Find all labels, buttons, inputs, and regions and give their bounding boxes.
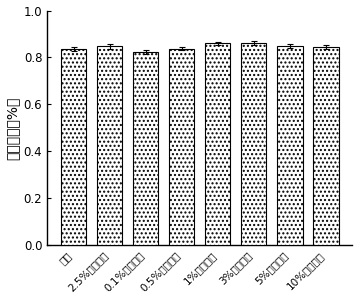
Bar [169, 48, 194, 245]
Bar [277, 46, 303, 245]
Bar [313, 47, 339, 245]
Bar [205, 43, 231, 245]
Bar [241, 43, 266, 245]
Bar [61, 49, 86, 245]
Bar [133, 52, 158, 245]
Y-axis label: 孢子化率（%）: 孢子化率（%） [6, 96, 20, 159]
Bar [97, 46, 122, 245]
